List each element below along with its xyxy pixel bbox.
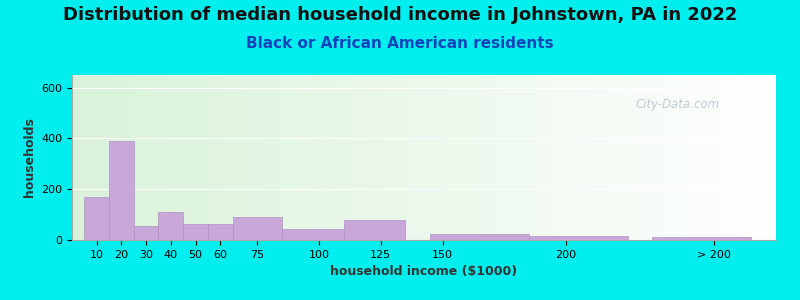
Text: City-Data.com: City-Data.com xyxy=(635,98,719,111)
Bar xyxy=(430,234,529,240)
Bar xyxy=(208,224,233,240)
Bar xyxy=(233,217,282,240)
Bar xyxy=(134,226,158,240)
Bar xyxy=(158,212,183,240)
Bar xyxy=(109,141,134,240)
Y-axis label: households: households xyxy=(22,118,35,197)
Text: Distribution of median household income in Johnstown, PA in 2022: Distribution of median household income … xyxy=(63,6,737,24)
Bar xyxy=(183,224,208,240)
Bar xyxy=(529,236,628,240)
Bar xyxy=(344,220,406,240)
Text: Black or African American residents: Black or African American residents xyxy=(246,36,554,51)
X-axis label: household income ($1000): household income ($1000) xyxy=(330,265,518,278)
Bar xyxy=(653,238,751,240)
Bar xyxy=(84,197,109,240)
Bar xyxy=(282,229,344,240)
